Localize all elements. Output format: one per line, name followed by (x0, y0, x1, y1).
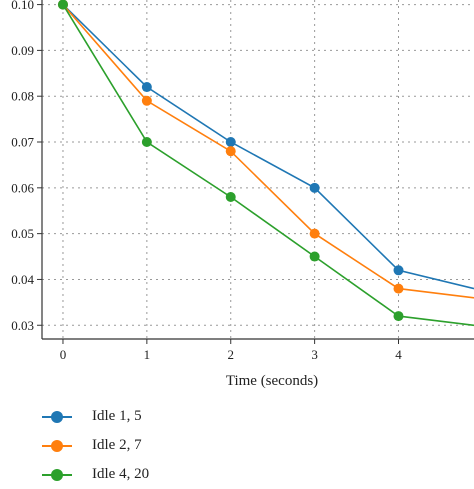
series-line (62, 4, 474, 299)
legend-swatch (42, 468, 72, 482)
data-point (393, 311, 404, 322)
data-point (225, 191, 236, 202)
data-point (309, 182, 320, 193)
y-tick-label: 0.09 (11, 43, 34, 58)
legend-label: Idle 1, 5 (92, 408, 142, 424)
legend-item: Idle 1, 5 (42, 402, 149, 431)
data-point (309, 251, 320, 262)
y-tick-label: 0.06 (11, 180, 34, 195)
legend-label: Idle 2, 7 (92, 437, 142, 453)
data-point (393, 283, 404, 294)
x-tick-label: 3 (311, 347, 318, 362)
y-axis-ticks: 0.03 0.04 0.05 0.06 0.07 0.08 0.09 0.10 (11, 0, 42, 333)
series-points (57, 0, 404, 322)
data-point (141, 137, 152, 148)
line-chart: 0.03 0.04 0.05 0.06 0.07 0.08 0.09 0.10 0 1 2 3 4 T… (11, 0, 474, 389)
legend: Idle 1, 5 Idle 2, 7 Idle 4, 20 (42, 402, 149, 489)
y-tick-label: 0.03 (11, 318, 34, 333)
legend-swatch (42, 410, 72, 424)
y-tick-label: 0.04 (11, 272, 34, 287)
data-point (309, 228, 320, 239)
axes (41, 0, 474, 340)
data-point (225, 137, 236, 148)
series-line (62, 4, 474, 327)
x-tick-label: 4 (395, 347, 402, 362)
y-tick-label: 0.07 (11, 135, 34, 150)
legend-item: Idle 2, 7 (42, 431, 149, 460)
series-lines (62, 4, 474, 327)
x-axis-label: Time (seconds) (226, 373, 318, 389)
x-tick-label: 1 (144, 347, 151, 362)
y-tick-label: 0.08 (11, 89, 34, 104)
y-tick-label: 0.05 (11, 226, 34, 241)
data-point (393, 265, 404, 276)
x-axis-ticks: 0 1 2 3 4 (60, 339, 402, 362)
series-line (62, 4, 474, 290)
x-tick-label: 0 (60, 347, 67, 362)
data-point (225, 146, 236, 157)
x-tick-label: 2 (227, 347, 234, 362)
grid-lines (42, 0, 474, 339)
y-tick-label: 0.10 (11, 0, 34, 12)
legend-item: Idle 4, 20 (42, 460, 149, 489)
legend-label: Idle 4, 20 (92, 466, 150, 482)
data-point (141, 82, 152, 93)
data-point (141, 95, 152, 106)
legend-swatch (42, 439, 72, 453)
data-point (57, 0, 68, 10)
